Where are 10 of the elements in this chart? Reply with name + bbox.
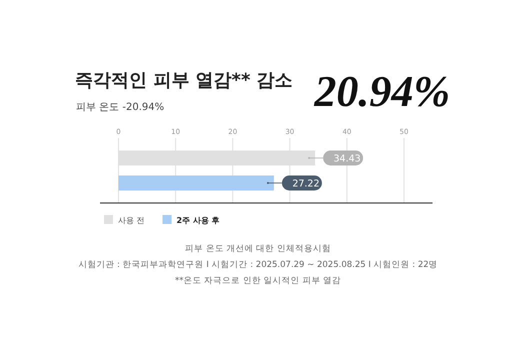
data-label: 34.43 xyxy=(333,154,361,164)
legend-label: 사용 전 xyxy=(118,216,145,225)
legend-label: 2주 사용 후 xyxy=(176,216,220,225)
chart-title: 즉각적인 피부 열감** 감소 xyxy=(75,70,293,91)
text: 시험기관 : 한국피부과학연구원 I 시험기간 : 2025.07.29 ~ 2025.08.25 I 시험인원 : 22명 xyxy=(78,260,438,270)
chart-subtitle: 피부 온도 -20.94% xyxy=(76,102,164,113)
text: **온도 자극으로 인한 일시적인 피부 열감 xyxy=(174,276,342,286)
text: 20.94% xyxy=(313,67,450,116)
data-label: 27.22 xyxy=(292,178,320,190)
text: 피부 온도 개선에 대한 인체적용시험 xyxy=(185,244,331,254)
